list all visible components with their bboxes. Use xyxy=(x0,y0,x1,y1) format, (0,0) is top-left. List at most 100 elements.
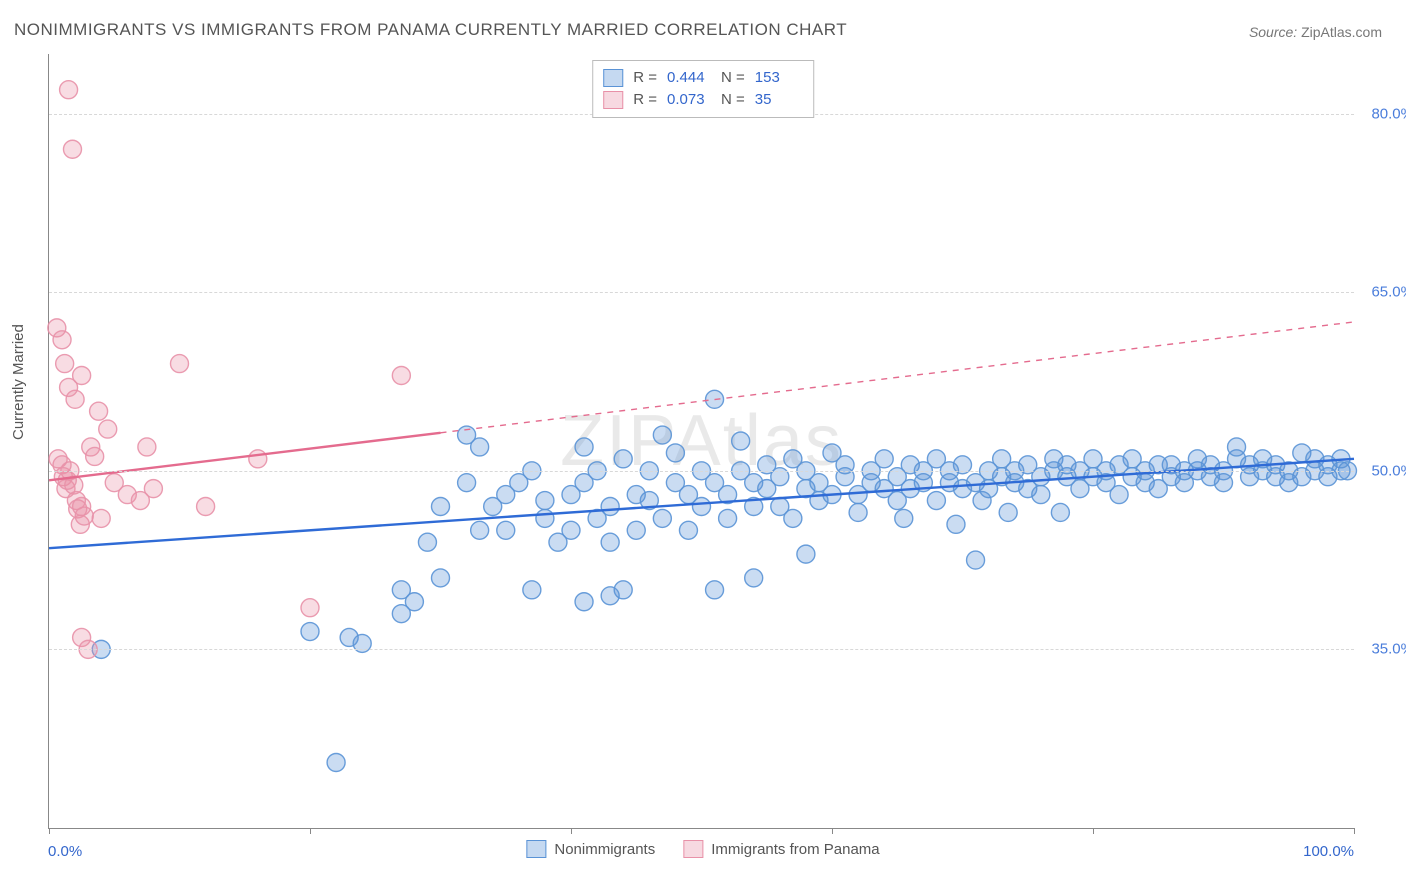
trendline-immigrants xyxy=(49,433,441,481)
data-point-immigrants xyxy=(99,420,117,438)
legend-item-immigrants: Immigrants from Panama xyxy=(683,840,879,858)
data-point-nonimmigrants xyxy=(614,450,632,468)
x-tick xyxy=(49,828,50,834)
legend-label-immigrants: Immigrants from Panama xyxy=(711,841,879,858)
data-point-nonimmigrants xyxy=(536,509,554,527)
data-point-nonimmigrants xyxy=(927,492,945,510)
legend-swatch-immigrants xyxy=(603,91,623,109)
data-point-immigrants xyxy=(171,355,189,373)
data-point-nonimmigrants xyxy=(601,587,619,605)
legend-label-nonimmigrants: Nonimmigrants xyxy=(554,841,655,858)
legend-stats-row-1: R = 0.073 N = 35 xyxy=(603,89,799,111)
legend-swatch-nonimmigrants-bottom xyxy=(526,840,546,858)
y-tick-label: 80.0% xyxy=(1371,105,1406,122)
data-point-nonimmigrants xyxy=(523,581,541,599)
data-point-nonimmigrants xyxy=(327,754,345,772)
n-label: N = xyxy=(721,89,745,111)
x-tick xyxy=(310,828,311,834)
y-gridline xyxy=(49,471,1354,472)
data-point-nonimmigrants xyxy=(432,497,450,515)
y-tick-label: 50.0% xyxy=(1371,462,1406,479)
source-name: ZipAtlas.com xyxy=(1301,24,1382,40)
trendline-extrapolated-immigrants xyxy=(441,322,1355,433)
data-point-nonimmigrants xyxy=(301,623,319,641)
data-point-nonimmigrants xyxy=(405,593,423,611)
r-label: R = xyxy=(633,67,657,89)
r-value-0: 0.444 xyxy=(667,67,711,89)
data-point-nonimmigrants xyxy=(947,515,965,533)
data-point-nonimmigrants xyxy=(471,438,489,456)
x-tick xyxy=(1093,828,1094,834)
x-axis-min-label: 0.0% xyxy=(48,843,82,860)
data-point-immigrants xyxy=(56,355,74,373)
x-tick xyxy=(571,828,572,834)
r-value-1: 0.073 xyxy=(667,89,711,111)
data-point-nonimmigrants xyxy=(732,432,750,450)
data-point-nonimmigrants xyxy=(497,521,515,539)
data-point-immigrants xyxy=(92,509,110,527)
data-point-immigrants xyxy=(197,497,215,515)
source-label: Source: xyxy=(1249,24,1297,40)
x-axis-max-label: 100.0% xyxy=(1303,843,1354,860)
data-point-immigrants xyxy=(53,331,71,349)
legend-swatch-nonimmigrants xyxy=(603,69,623,87)
data-point-immigrants xyxy=(75,507,93,525)
data-point-nonimmigrants xyxy=(458,474,476,492)
x-tick xyxy=(832,828,833,834)
data-point-immigrants xyxy=(60,81,78,99)
n-value-1: 35 xyxy=(755,89,799,111)
legend-swatch-immigrants-bottom xyxy=(683,840,703,858)
data-point-immigrants xyxy=(63,140,81,158)
data-point-nonimmigrants xyxy=(562,521,580,539)
data-point-nonimmigrants xyxy=(719,509,737,527)
data-point-nonimmigrants xyxy=(849,503,867,521)
r-label: R = xyxy=(633,89,657,111)
data-point-nonimmigrants xyxy=(973,492,991,510)
data-point-immigrants xyxy=(249,450,267,468)
data-point-immigrants xyxy=(86,447,104,465)
n-value-0: 153 xyxy=(755,67,799,89)
data-point-immigrants xyxy=(144,480,162,498)
chart-svg xyxy=(49,54,1354,828)
n-label: N = xyxy=(721,67,745,89)
data-point-nonimmigrants xyxy=(967,551,985,569)
data-point-nonimmigrants xyxy=(432,569,450,587)
data-point-nonimmigrants xyxy=(1228,438,1246,456)
data-point-immigrants xyxy=(90,402,108,420)
data-point-immigrants xyxy=(138,438,156,456)
x-tick xyxy=(1354,828,1355,834)
data-point-nonimmigrants xyxy=(575,438,593,456)
data-point-nonimmigrants xyxy=(601,533,619,551)
data-point-nonimmigrants xyxy=(693,497,711,515)
data-point-nonimmigrants xyxy=(653,509,671,527)
data-point-nonimmigrants xyxy=(1215,474,1233,492)
source-attribution: Source: ZipAtlas.com xyxy=(1249,24,1382,40)
legend-series: Nonimmigrants Immigrants from Panama xyxy=(526,840,879,858)
data-point-nonimmigrants xyxy=(1032,486,1050,504)
data-point-nonimmigrants xyxy=(999,503,1017,521)
data-point-nonimmigrants xyxy=(653,426,671,444)
data-point-nonimmigrants xyxy=(745,569,763,587)
data-point-nonimmigrants xyxy=(575,593,593,611)
data-point-immigrants xyxy=(392,367,410,385)
legend-stats: R = 0.444 N = 153 R = 0.073 N = 35 xyxy=(592,60,814,118)
legend-stats-row-0: R = 0.444 N = 153 xyxy=(603,67,799,89)
data-point-nonimmigrants xyxy=(797,545,815,563)
data-point-nonimmigrants xyxy=(1110,486,1128,504)
data-point-nonimmigrants xyxy=(706,581,724,599)
data-point-nonimmigrants xyxy=(601,497,619,515)
y-gridline xyxy=(49,292,1354,293)
data-point-nonimmigrants xyxy=(536,492,554,510)
data-point-immigrants xyxy=(66,390,84,408)
y-tick-label: 65.0% xyxy=(1371,284,1406,301)
legend-item-nonimmigrants: Nonimmigrants xyxy=(526,840,655,858)
data-point-nonimmigrants xyxy=(1051,503,1069,521)
plot-area: ZIPAtlas 35.0%50.0%65.0%80.0% xyxy=(48,54,1354,829)
data-point-nonimmigrants xyxy=(471,521,489,539)
data-point-nonimmigrants xyxy=(418,533,436,551)
data-point-immigrants xyxy=(73,367,91,385)
data-point-nonimmigrants xyxy=(895,509,913,527)
data-point-nonimmigrants xyxy=(627,521,645,539)
data-point-immigrants xyxy=(301,599,319,617)
data-point-nonimmigrants xyxy=(875,450,893,468)
